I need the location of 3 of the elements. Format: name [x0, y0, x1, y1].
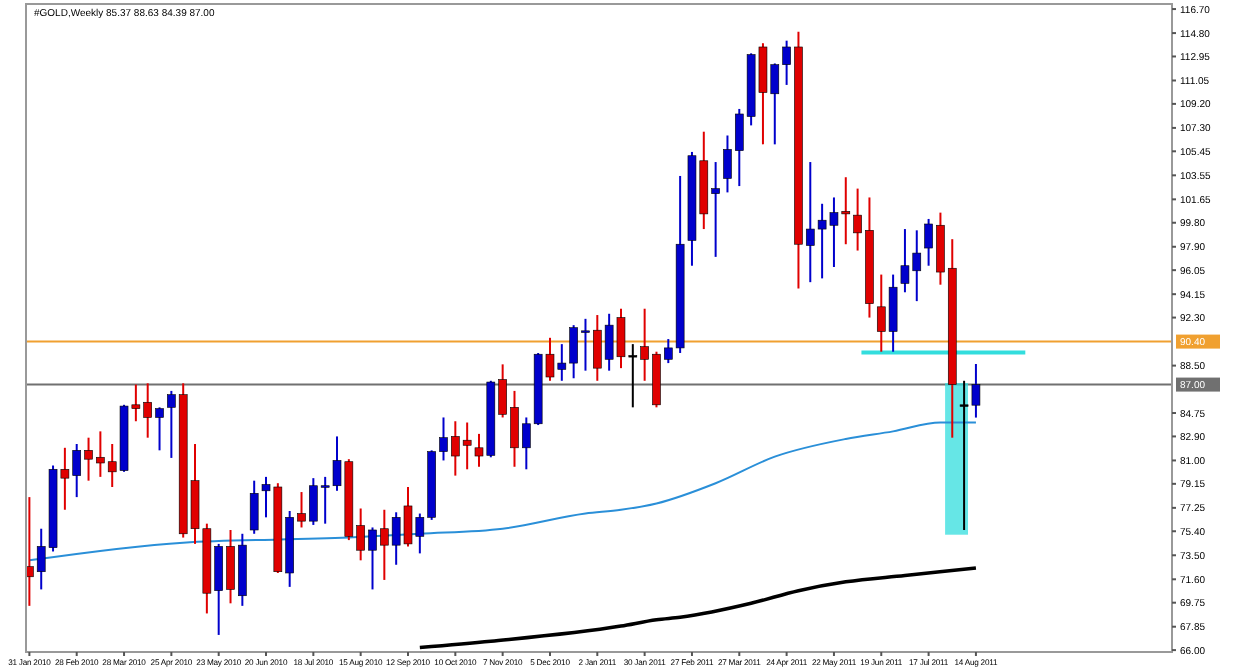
- candlestick: [249, 479, 259, 535]
- line-series: [28, 421, 977, 562]
- line-series: [418, 566, 978, 650]
